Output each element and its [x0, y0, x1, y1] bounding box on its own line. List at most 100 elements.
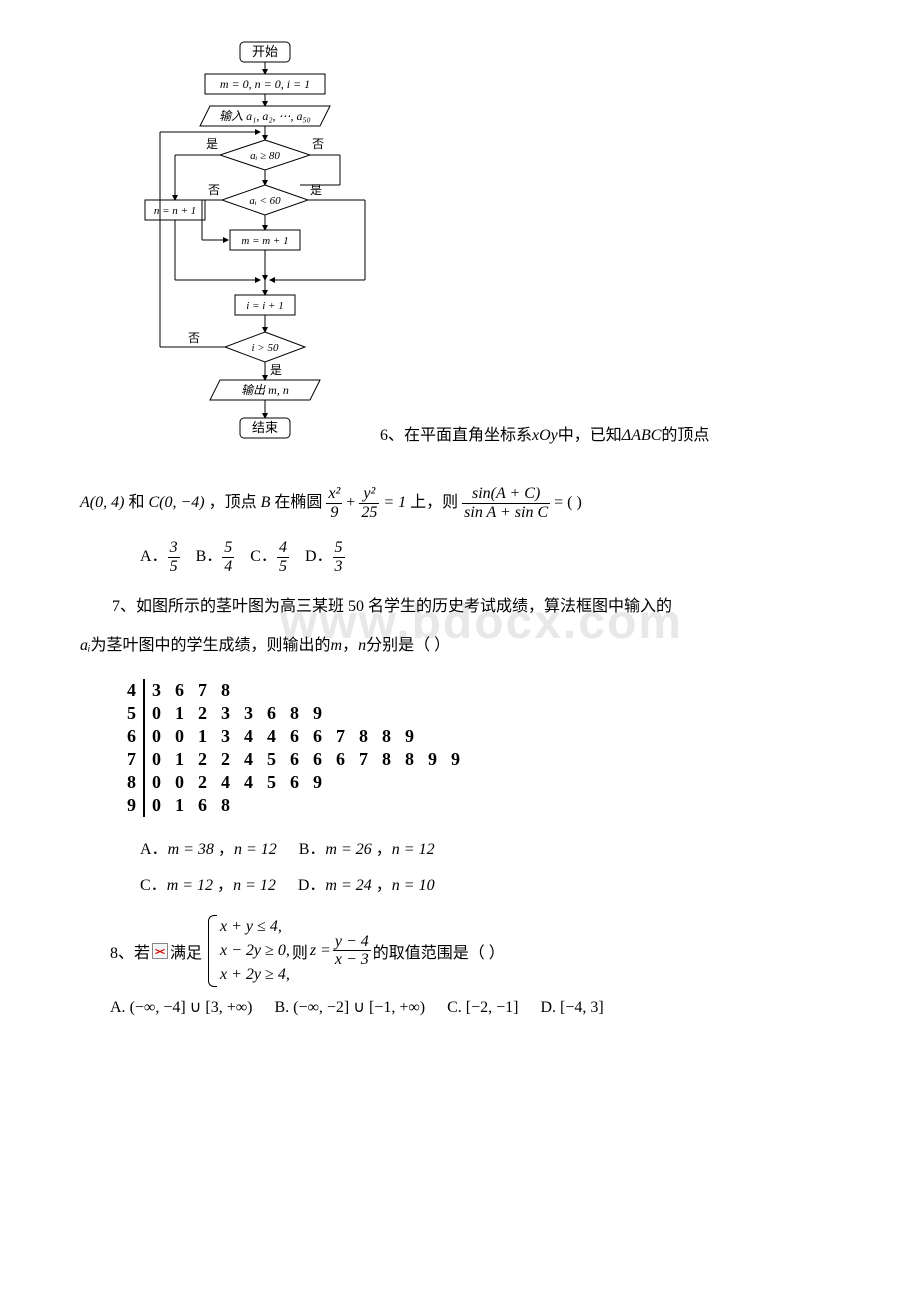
- leaf-cell: 1: [191, 725, 214, 748]
- stem-leaf-plot: 4367850123368960013446678897012245666788…: [120, 679, 840, 817]
- leaf-cell: 2: [191, 771, 214, 794]
- leaf-cell: [306, 679, 329, 702]
- leaf-cell: [329, 702, 352, 725]
- leaf-cell: [237, 794, 260, 817]
- leaf-cell: 4: [237, 725, 260, 748]
- leaf-cell: [421, 702, 444, 725]
- leaf-cell: 4: [260, 725, 283, 748]
- q8-choices: A. (−∞, −4] ∪ [3, +∞) B. (−∞, −2] ∪ [−1,…: [110, 997, 840, 1017]
- flowchart: 开始 m = 0, n = 0, i = 1 输入 a₁, a₂, ⋯, a₅₀…: [140, 40, 380, 465]
- leaf-cell: 3: [214, 702, 237, 725]
- leaf-cell: 6: [306, 725, 329, 748]
- svg-text:否: 否: [312, 137, 324, 151]
- leaf-cell: [421, 679, 444, 702]
- leaf-cell: 0: [144, 725, 168, 748]
- leaf-cell: [237, 679, 260, 702]
- leaf-cell: 5: [260, 771, 283, 794]
- stem-cell: 6: [120, 725, 144, 748]
- fc-input: 输入 a₁, a₂, ⋯, a₅₀: [219, 109, 311, 123]
- leaf-cell: [375, 679, 398, 702]
- leaf-cell: 8: [214, 794, 237, 817]
- q7-stem-1: 7、如图所示的茎叶图为高三某班 50 名学生的历史考试成绩，算法框图中输入的: [80, 593, 840, 622]
- leaf-cell: [283, 679, 306, 702]
- leaf-cell: 2: [191, 748, 214, 771]
- leaf-cell: 6: [168, 679, 191, 702]
- leaf-cell: 3: [214, 725, 237, 748]
- fc-cond3: i > 50: [252, 342, 279, 354]
- leaf-cell: [306, 794, 329, 817]
- leaf-cell: [444, 771, 467, 794]
- stem-cell: 7: [120, 748, 144, 771]
- stem-cell: 8: [120, 771, 144, 794]
- leaf-cell: [398, 771, 421, 794]
- fc-cond1: aᵢ ≥ 80: [250, 150, 280, 162]
- leaf-cell: 5: [260, 748, 283, 771]
- leaf-cell: 0: [168, 771, 191, 794]
- leaf-cell: 2: [214, 748, 237, 771]
- leaf-cell: [375, 771, 398, 794]
- leaf-cell: [421, 725, 444, 748]
- leaf-cell: 2: [191, 702, 214, 725]
- leaf-cell: [398, 679, 421, 702]
- leaf-cell: 9: [398, 725, 421, 748]
- leaf-cell: 9: [306, 702, 329, 725]
- stem-cell: 9: [120, 794, 144, 817]
- leaf-cell: [352, 771, 375, 794]
- leaf-cell: 4: [237, 748, 260, 771]
- svg-text:否: 否: [208, 183, 220, 197]
- q8-system: x + y ≤ 4, x − 2y ≥ 0, x + 2y ≥ 4,: [204, 915, 290, 987]
- leaf-cell: 8: [398, 748, 421, 771]
- leaf-cell: [375, 702, 398, 725]
- leaf-cell: 1: [168, 702, 191, 725]
- leaf-cell: 8: [283, 702, 306, 725]
- leaf-cell: 4: [214, 771, 237, 794]
- leaf-cell: 8: [352, 725, 375, 748]
- leaf-cell: [444, 725, 467, 748]
- leaf-cell: 0: [144, 702, 168, 725]
- leaf-cell: [421, 794, 444, 817]
- svg-text:是: 是: [310, 183, 322, 197]
- leaf-cell: 7: [329, 725, 352, 748]
- svg-text:否: 否: [188, 331, 200, 345]
- leaf-cell: 8: [375, 748, 398, 771]
- stem-cell: 4: [120, 679, 144, 702]
- leaf-cell: [352, 702, 375, 725]
- leaf-cell: 9: [444, 748, 467, 771]
- leaf-cell: [398, 794, 421, 817]
- leaf-cell: 7: [191, 679, 214, 702]
- leaf-cell: [329, 679, 352, 702]
- leaf-cell: 0: [144, 771, 168, 794]
- leaf-cell: 6: [283, 748, 306, 771]
- q6-stem-line1: 6、在平面直角坐标系xOy中，已知ΔABC的顶点: [380, 421, 840, 475]
- leaf-cell: 1: [168, 794, 191, 817]
- leaf-cell: [329, 794, 352, 817]
- leaf-cell: 6: [260, 702, 283, 725]
- leaf-cell: 8: [375, 725, 398, 748]
- leaf-cell: [375, 794, 398, 817]
- q8-stem: 8、若 满足 x + y ≤ 4, x − 2y ≥ 0, x + 2y ≥ 4…: [110, 915, 840, 987]
- q6-choices: A．35 B．54 C．45 D．53: [140, 539, 840, 575]
- leaf-cell: [329, 771, 352, 794]
- svg-text:是: 是: [206, 137, 218, 151]
- stem-cell: 5: [120, 702, 144, 725]
- q7-choices-1: A．m = 38 ，n = 12 B．m = 26 ，n = 12: [140, 835, 840, 859]
- leaf-cell: 7: [352, 748, 375, 771]
- leaf-cell: [260, 794, 283, 817]
- fc-end: 结束: [252, 420, 278, 435]
- leaf-cell: 6: [191, 794, 214, 817]
- fc-cond2: aᵢ < 60: [249, 195, 281, 207]
- leaf-cell: 8: [214, 679, 237, 702]
- svg-text:是: 是: [270, 363, 282, 377]
- leaf-cell: 6: [329, 748, 352, 771]
- leaf-cell: [398, 702, 421, 725]
- q6-stem-line2: A(0, 4)和C(0, −4)，顶点 B在椭圆 x²9 + y²25 = 1 …: [80, 485, 840, 521]
- leaf-cell: [421, 771, 444, 794]
- leaf-cell: 6: [283, 771, 306, 794]
- leaf-cell: 6: [283, 725, 306, 748]
- leaf-cell: [352, 794, 375, 817]
- leaf-cell: [444, 679, 467, 702]
- leaf-cell: 4: [237, 771, 260, 794]
- leaf-cell: 3: [237, 702, 260, 725]
- leaf-cell: 0: [144, 794, 168, 817]
- placeholder-icon: [152, 943, 168, 959]
